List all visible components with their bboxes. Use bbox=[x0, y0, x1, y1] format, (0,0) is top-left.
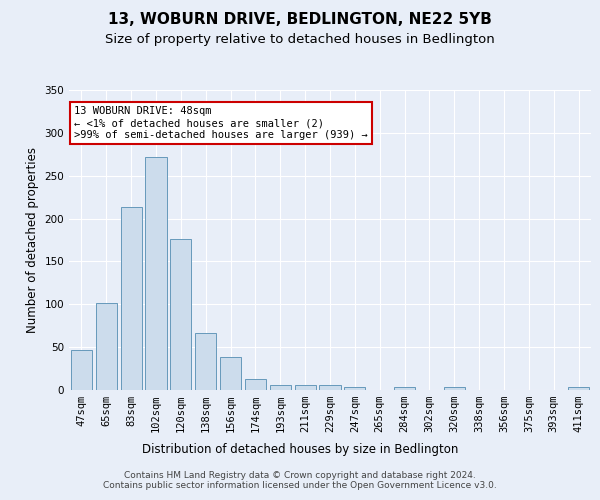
Bar bbox=[170, 239, 191, 390]
Bar bbox=[344, 386, 365, 390]
Y-axis label: Number of detached properties: Number of detached properties bbox=[26, 147, 39, 333]
Bar bbox=[394, 388, 415, 390]
Bar bbox=[568, 388, 589, 390]
Bar bbox=[71, 350, 92, 390]
Bar bbox=[444, 388, 465, 390]
Text: 13 WOBURN DRIVE: 48sqm
← <1% of detached houses are smaller (2)
>99% of semi-det: 13 WOBURN DRIVE: 48sqm ← <1% of detached… bbox=[74, 106, 368, 140]
Bar bbox=[145, 157, 167, 390]
Bar bbox=[295, 385, 316, 390]
Text: Distribution of detached houses by size in Bedlington: Distribution of detached houses by size … bbox=[142, 442, 458, 456]
Bar bbox=[319, 385, 341, 390]
Bar bbox=[245, 379, 266, 390]
Bar bbox=[270, 385, 291, 390]
Text: Contains HM Land Registry data © Crown copyright and database right 2024.
Contai: Contains HM Land Registry data © Crown c… bbox=[103, 470, 497, 490]
Text: Size of property relative to detached houses in Bedlington: Size of property relative to detached ho… bbox=[105, 32, 495, 46]
Bar bbox=[220, 358, 241, 390]
Text: 13, WOBURN DRIVE, BEDLINGTON, NE22 5YB: 13, WOBURN DRIVE, BEDLINGTON, NE22 5YB bbox=[108, 12, 492, 28]
Bar bbox=[121, 206, 142, 390]
Bar bbox=[96, 304, 117, 390]
Bar bbox=[195, 334, 216, 390]
